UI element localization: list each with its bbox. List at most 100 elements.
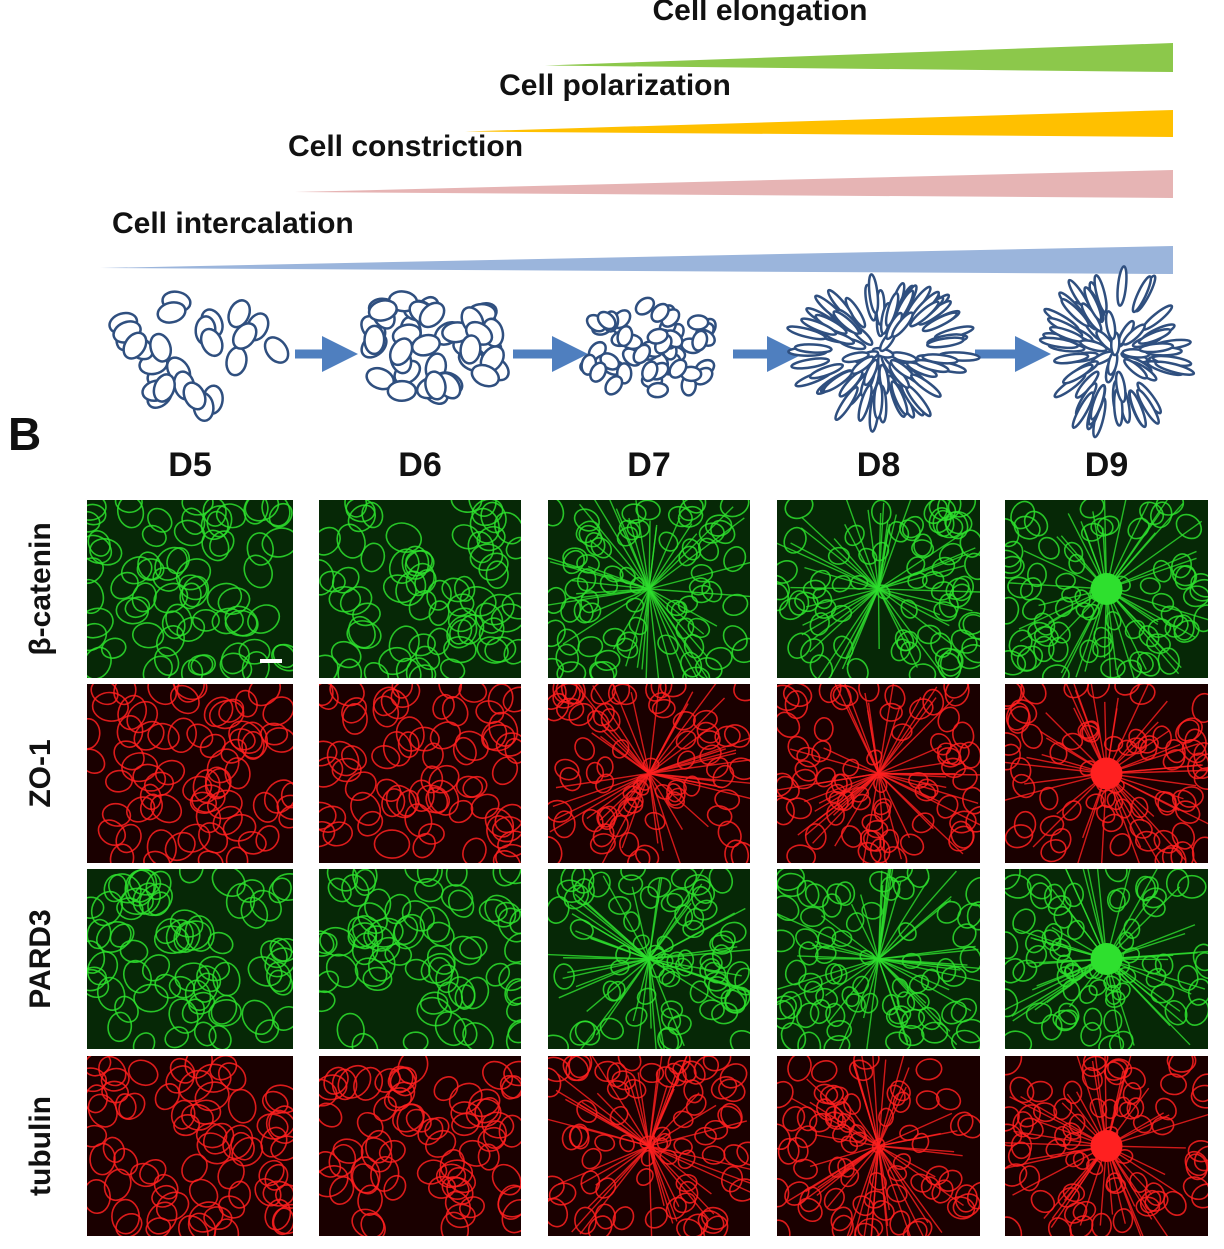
- radial-fiber: [565, 1098, 650, 1147]
- cell-edge: [1129, 651, 1154, 674]
- cell-edge: [1189, 578, 1208, 602]
- cell-edge: [459, 935, 488, 960]
- radial-fiber: [878, 1130, 958, 1147]
- cell-edge: [1126, 1097, 1145, 1119]
- cell-edge: [116, 500, 145, 529]
- cell-edge: [234, 689, 258, 718]
- cell-edge: [922, 688, 945, 716]
- cell-edge: [1033, 635, 1055, 663]
- radial-fiber: [648, 684, 660, 774]
- cell-edge: [113, 740, 145, 771]
- cell-edge: [453, 1018, 478, 1046]
- radial-fiber: [648, 588, 688, 678]
- cell-edge: [506, 979, 521, 1005]
- cell-edge: [209, 530, 235, 557]
- cell-edge: [201, 529, 230, 562]
- cell-edge: [1013, 515, 1041, 540]
- cell-edge: [495, 843, 521, 863]
- cell-outline: [263, 336, 290, 364]
- cell-edge: [217, 1158, 245, 1190]
- radial-fiber: [878, 699, 954, 774]
- cell-edge: [371, 745, 401, 770]
- radial-fiber: [814, 940, 879, 960]
- micrograph-pattern: [87, 684, 293, 863]
- cell-edge: [434, 1011, 467, 1047]
- cell-edge: [825, 962, 843, 985]
- cell-edge: [730, 841, 750, 863]
- radial-fiber: [1103, 500, 1108, 590]
- cell-edge: [501, 592, 521, 620]
- micrograph-pattern: [548, 869, 750, 1049]
- cell-edge: [1192, 753, 1208, 779]
- micrograph-pattern: [319, 684, 521, 863]
- cell-edge: [433, 1076, 459, 1102]
- cell-outline: [156, 301, 187, 324]
- cell-edge: [796, 1106, 818, 1132]
- cell-edge: [217, 587, 251, 615]
- cell-edge: [139, 783, 162, 811]
- radial-fiber: [809, 588, 879, 653]
- cell-edge: [921, 570, 945, 590]
- cell-edge: [467, 530, 495, 564]
- radial-fiber: [823, 747, 879, 775]
- cell-edge: [674, 904, 694, 927]
- cell-edge: [89, 1142, 116, 1176]
- cell-edge: [1164, 1000, 1188, 1026]
- cell-edge: [947, 500, 977, 518]
- cell-edge: [173, 921, 201, 953]
- cell-edge: [964, 552, 980, 581]
- cell-edge: [658, 967, 676, 986]
- radial-fiber: [1076, 1056, 1108, 1147]
- cell-edge: [184, 1056, 213, 1079]
- radial-fiber: [1106, 764, 1203, 775]
- cell-edge: [1072, 1200, 1097, 1222]
- cell-edge: [661, 970, 681, 988]
- cell-edge: [382, 574, 417, 604]
- radial-fiber: [602, 729, 650, 775]
- cell-edge: [701, 580, 723, 603]
- cell-edge: [684, 874, 711, 896]
- cell-edge: [845, 912, 865, 932]
- cell-edge: [937, 706, 960, 733]
- cell-edge: [832, 684, 859, 707]
- cell-edge: [564, 577, 589, 599]
- cell-edge: [271, 873, 293, 901]
- radial-fiber: [592, 685, 650, 774]
- cell-edge: [188, 1201, 224, 1233]
- cell-edge: [454, 984, 476, 1010]
- cell-edge: [797, 1031, 822, 1049]
- cell-edge: [693, 899, 718, 921]
- radial-fiber: [1105, 1056, 1132, 1147]
- cell-edge: [445, 1203, 476, 1229]
- cell-edge: [834, 773, 853, 792]
- cell-edge: [495, 732, 521, 757]
- cell-outline: [388, 337, 414, 367]
- radial-fiber: [1020, 1095, 1107, 1147]
- cell-outline: [596, 310, 617, 331]
- cell-edge: [962, 613, 980, 640]
- cell-edge: [468, 1088, 501, 1118]
- cell-edge: [1017, 1104, 1042, 1128]
- micrograph: [777, 684, 980, 863]
- radial-fiber: [1105, 588, 1180, 675]
- cell-edge: [1079, 724, 1100, 743]
- cell-edge: [804, 883, 829, 908]
- cell-edge: [429, 721, 461, 750]
- radial-fiber: [872, 1056, 880, 1147]
- cell-edge: [869, 871, 894, 893]
- cell-edge: [178, 1069, 214, 1103]
- cell-edge: [777, 1178, 790, 1208]
- cell-edge: [1129, 684, 1156, 705]
- cell-edge: [272, 1005, 293, 1031]
- cell-edge: [147, 722, 180, 750]
- cell-edge: [1088, 979, 1107, 996]
- cell-edge: [705, 646, 733, 671]
- radial-fiber: [1105, 684, 1150, 774]
- cell-edge: [556, 628, 580, 656]
- cell-outline: [850, 355, 875, 375]
- cell-outline: [841, 351, 870, 364]
- cell-outline: [646, 327, 669, 345]
- radial-fiber: [579, 503, 650, 590]
- radial-fiber: [878, 772, 964, 855]
- radial-fiber: [599, 772, 650, 821]
